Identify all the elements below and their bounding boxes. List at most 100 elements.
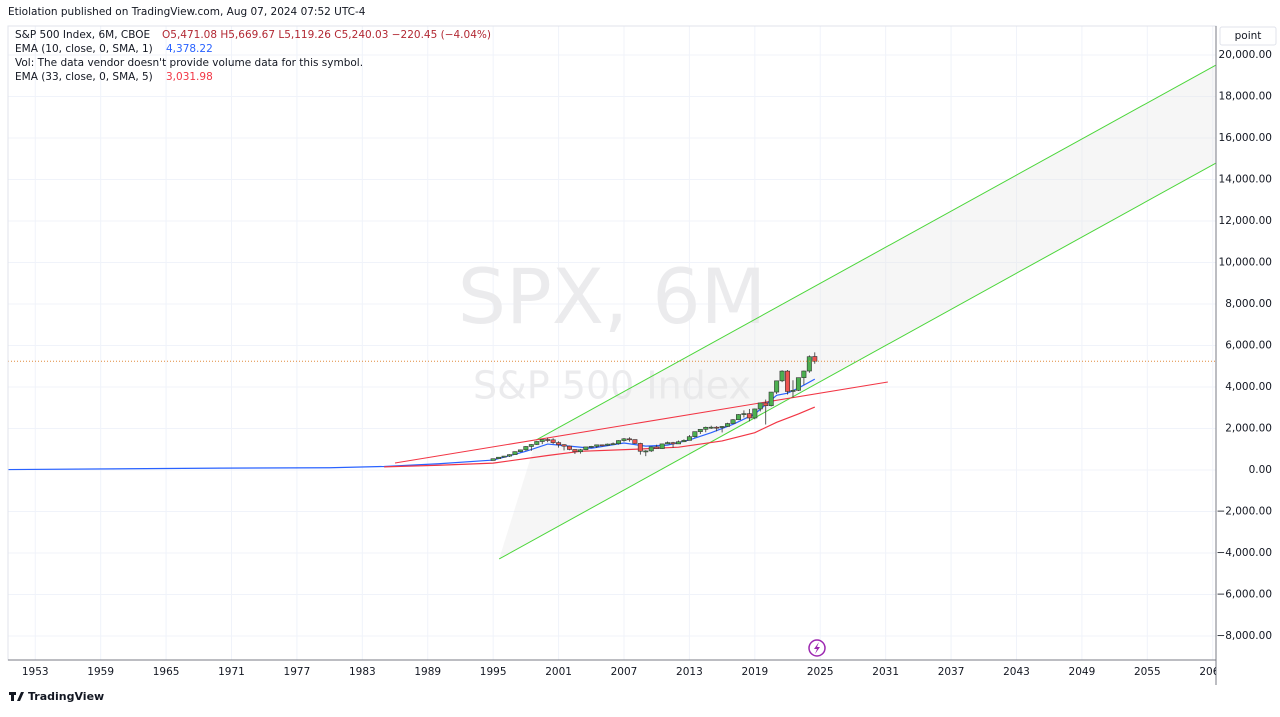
candle-body <box>490 458 496 461</box>
channel-line <box>535 64 1216 441</box>
candle-body <box>528 444 534 447</box>
x-tick-label: 1977 <box>284 666 311 678</box>
candle-body <box>735 414 741 421</box>
y-tick-label: 18,000.00 <box>1219 91 1272 103</box>
x-tick-label: 2001 <box>545 666 572 678</box>
y-tick-label: 12,000.00 <box>1219 215 1272 227</box>
candle-body <box>512 451 518 455</box>
candle-body <box>577 449 583 453</box>
candle-body <box>659 443 665 449</box>
indicator-name[interactable]: EMA (10, close, 0, SMA, 1) <box>15 43 153 55</box>
candle-body <box>665 442 671 445</box>
plot <box>8 64 1216 560</box>
candle-body <box>517 449 523 452</box>
candle-body <box>719 426 725 428</box>
unit-box[interactable] <box>1219 26 1277 46</box>
candle-body <box>496 456 502 459</box>
watermark: SPX, 6M <box>458 252 766 341</box>
candle-body <box>523 446 529 451</box>
x-tick-label: 2043 <box>1003 666 1030 678</box>
y-tick-label: 0.00 <box>1249 464 1272 476</box>
candle-body <box>621 438 627 441</box>
candle-body <box>610 443 616 445</box>
candle-body <box>670 442 676 445</box>
y-tick-label: −4,000.00 <box>1216 547 1272 559</box>
y-tick-label: 8,000.00 <box>1225 298 1272 310</box>
indicator-name[interactable]: EMA (33, close, 0, SMA, 5) <box>15 71 153 83</box>
candle-body <box>545 439 551 441</box>
brand[interactable]: TradingView <box>28 690 104 703</box>
candle-body <box>681 440 687 443</box>
unit-label: point <box>1235 30 1262 42</box>
candle-body <box>583 446 589 451</box>
x-tick-label: 2049 <box>1069 666 1096 678</box>
x-tick-label: 2007 <box>611 666 638 678</box>
trend-line <box>394 381 888 464</box>
candle-body <box>501 455 507 458</box>
x-tick-label: 2019 <box>741 666 768 678</box>
y-tick-label: 4,000.00 <box>1225 381 1272 393</box>
candle-body <box>561 444 567 447</box>
candle-body <box>703 426 709 430</box>
watermark-sub: S&P 500 Index <box>473 364 751 408</box>
candle-body <box>785 370 791 392</box>
publisher: Etiolation published on TradingView.com,… <box>8 6 366 18</box>
x-tick-label: 1983 <box>349 666 376 678</box>
y-tick-label: 10,000.00 <box>1219 257 1272 269</box>
candle-body <box>599 444 605 447</box>
candle-body <box>752 408 758 419</box>
candle-body <box>588 446 594 448</box>
candle-body <box>605 443 611 446</box>
candle-body <box>507 454 512 457</box>
x-tick-label: 2013 <box>676 666 703 678</box>
candle-body <box>741 413 747 415</box>
candle-body <box>779 370 785 382</box>
plot-border <box>7 25 1217 661</box>
candle-body <box>539 439 545 442</box>
brand-logo[interactable] <box>9 692 24 701</box>
candle-body <box>806 356 812 372</box>
candle-body <box>676 441 681 445</box>
candle-body <box>556 442 562 445</box>
x-tick-label: 1965 <box>153 666 180 678</box>
candle-body <box>774 380 780 393</box>
candle-body <box>654 446 660 449</box>
candle-body <box>795 377 801 391</box>
y-tick-label: 16,000.00 <box>1219 132 1272 144</box>
candle-body <box>692 431 698 437</box>
x-tick-label: 1959 <box>87 666 114 678</box>
candle-body <box>714 426 720 429</box>
candle-body <box>626 438 632 441</box>
y-tick-label: −2,000.00 <box>1216 505 1272 517</box>
channel-fill <box>499 65 1216 559</box>
x-tick-label: 1971 <box>218 666 245 678</box>
candle-body <box>632 439 638 444</box>
x-tick-label: 2037 <box>938 666 965 678</box>
x-tick-label: 1989 <box>414 666 441 678</box>
price-axis: −8,000.00 −6,000.00 −4,000.00 −2,000.00 0.00… <box>1216 49 1272 642</box>
candle-body <box>550 439 556 443</box>
y-tick-label: 2,000.00 <box>1225 422 1272 434</box>
candle-body <box>616 440 622 444</box>
candle-body <box>686 436 692 441</box>
candle-body <box>725 423 731 427</box>
candle-body <box>746 413 752 419</box>
y-tick-label: 14,000.00 <box>1219 174 1272 186</box>
candle-body <box>572 449 578 453</box>
candle-body <box>643 450 649 453</box>
candle-body <box>708 426 714 429</box>
symbol-legend[interactable]: S&P 500 Index, 6M, CBOE <box>15 29 150 41</box>
x-tick-label: 2025 <box>807 666 834 678</box>
candle-body <box>594 444 600 447</box>
candle-body <box>757 402 763 410</box>
event-icon[interactable] <box>808 639 826 657</box>
y-tick-label: −8,000.00 <box>1216 630 1272 642</box>
x-tick-label: 1953 <box>22 666 49 678</box>
x-tick-label: 1995 <box>480 666 507 678</box>
candle-body <box>768 391 774 406</box>
grid <box>8 26 1216 660</box>
candle-body <box>763 402 769 406</box>
candle-body <box>790 390 796 392</box>
x-tick-label: 2031 <box>872 666 899 678</box>
